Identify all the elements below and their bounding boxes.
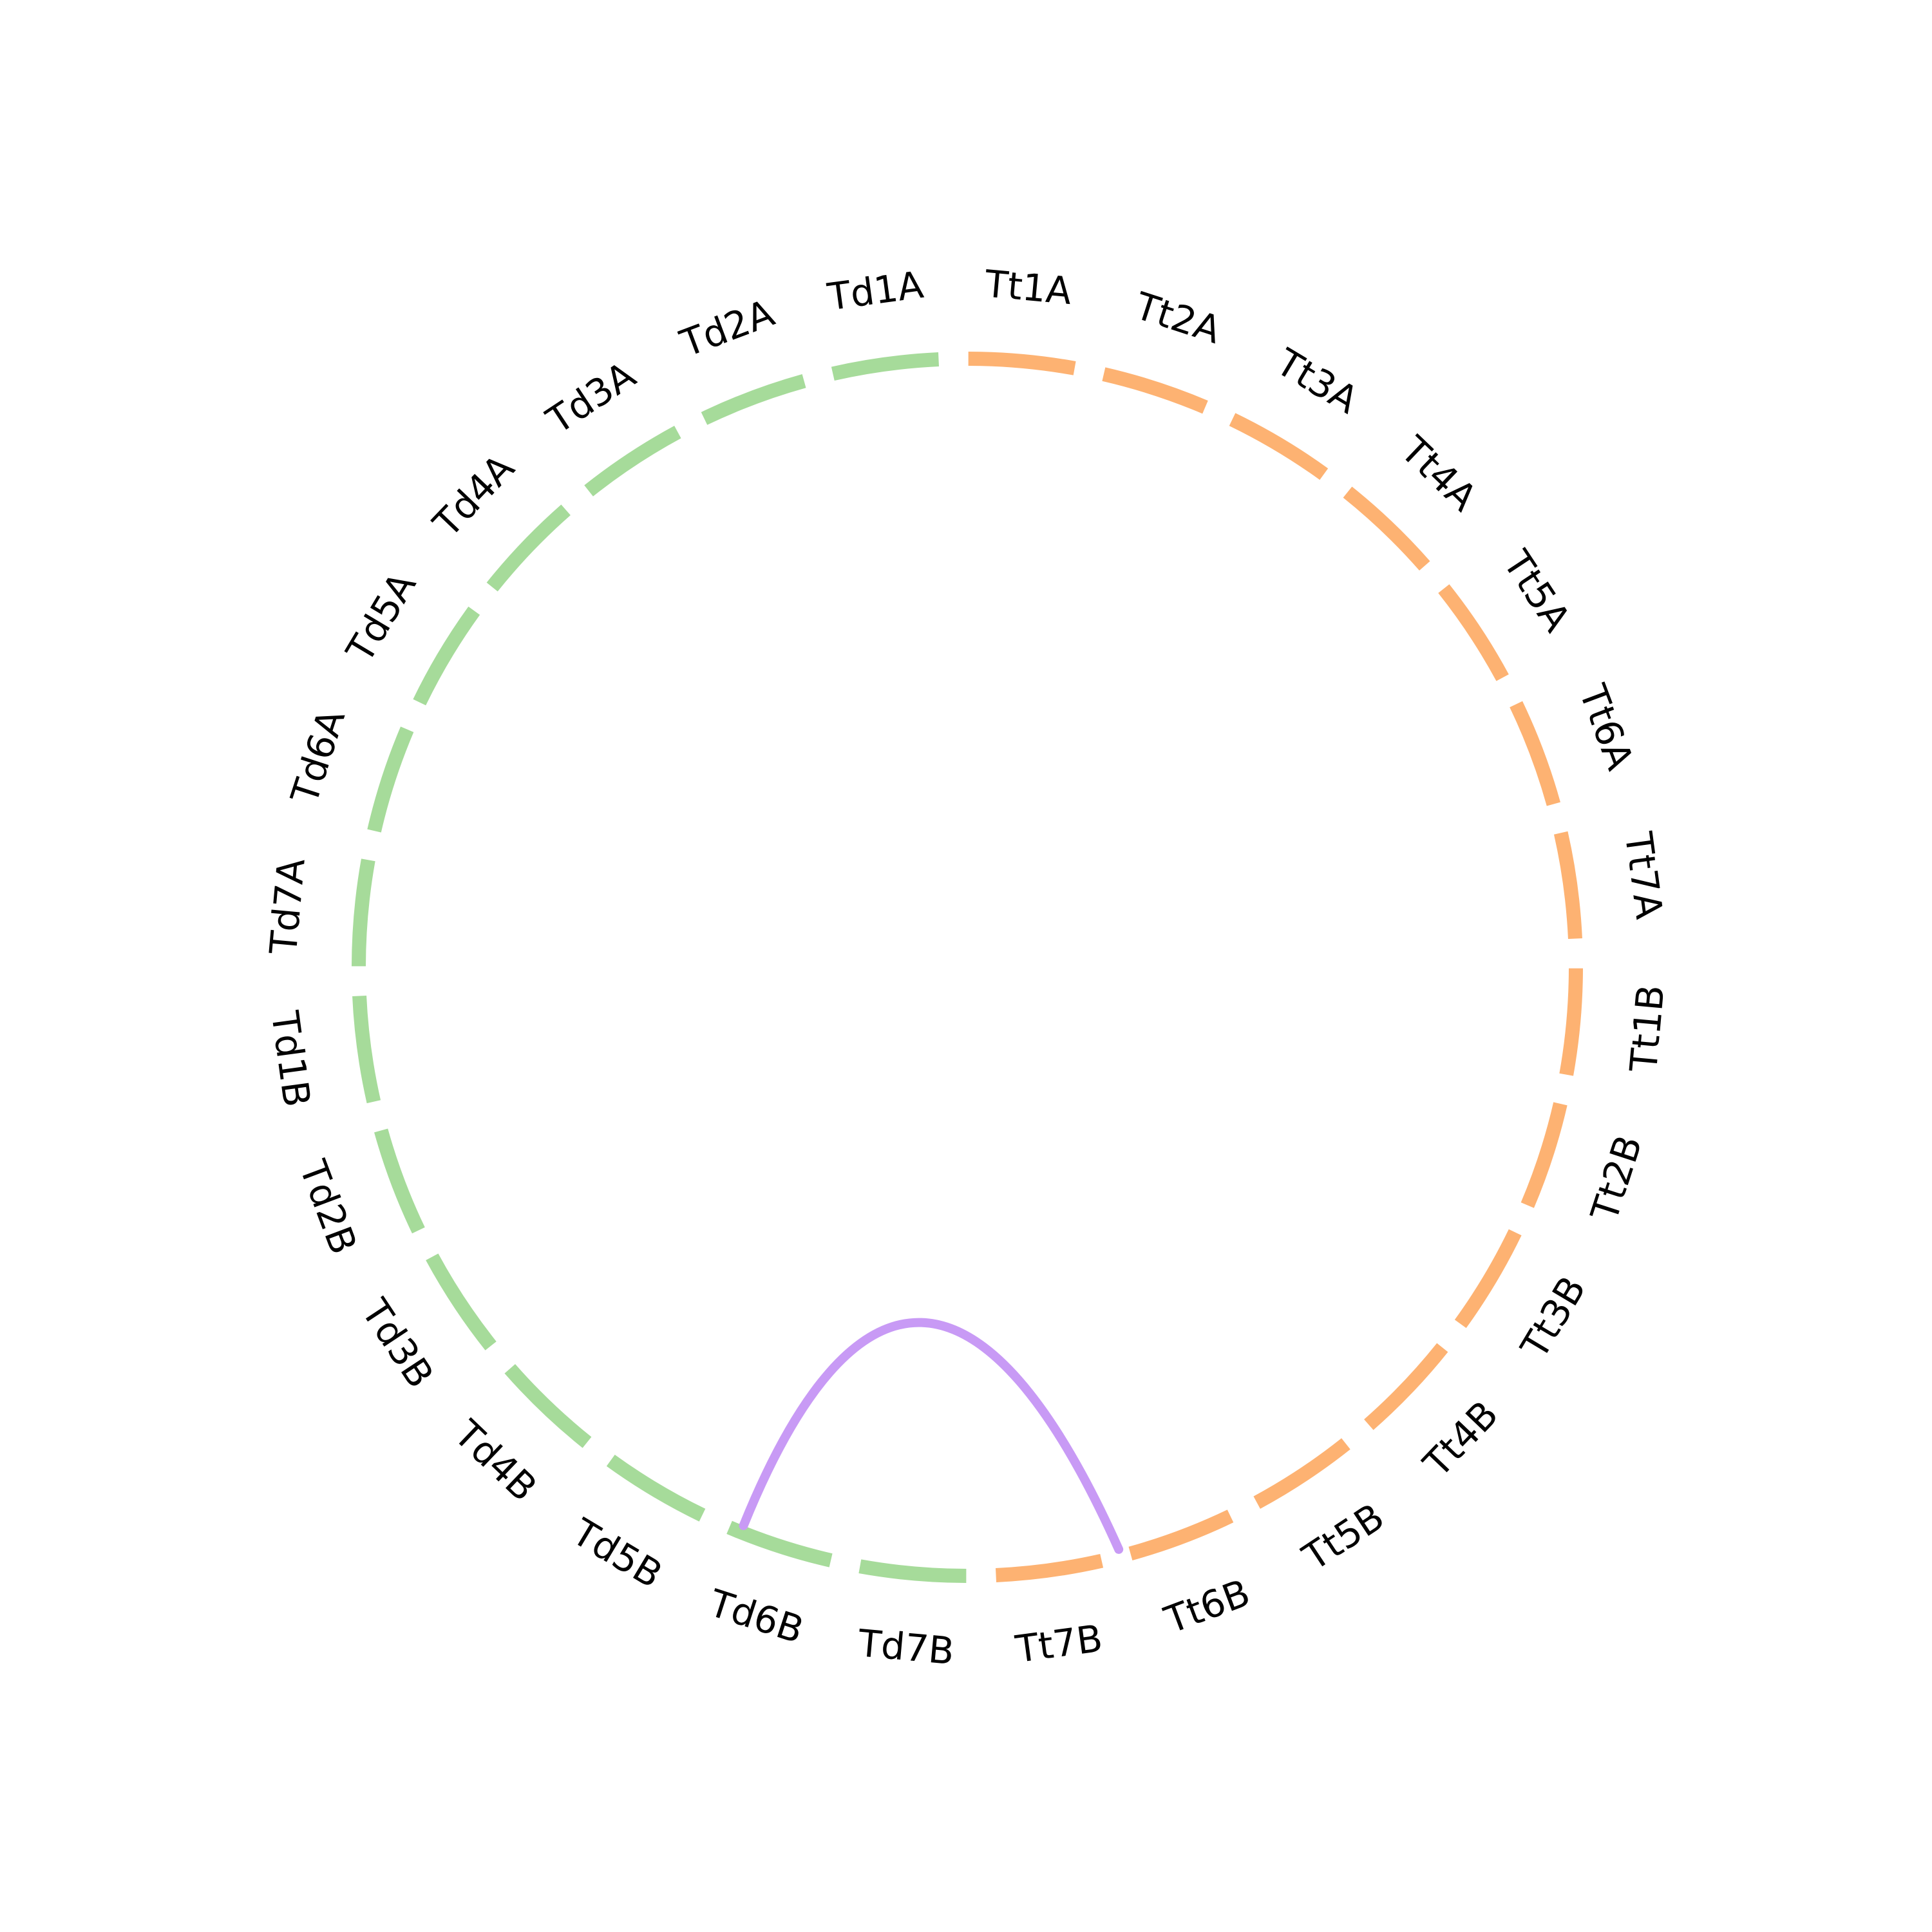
- label-Tt4A: Tt4A: [1392, 428, 1485, 520]
- label-Tt7B: Tt7B: [1012, 1616, 1105, 1672]
- segment-Td5A: [413, 606, 480, 706]
- label-Td1B: Td1B: [263, 1008, 319, 1110]
- segment-Tt5B: [1253, 1438, 1350, 1509]
- segment-Td6B: [726, 1520, 833, 1567]
- segment-Td7B: [858, 1559, 967, 1583]
- label-Tt6A: Tt6A: [1570, 678, 1642, 775]
- segment-Tt3A: [1229, 413, 1329, 480]
- label-Td3A: Td3A: [538, 353, 643, 442]
- segment-Td3B: [426, 1253, 497, 1350]
- segment-Tt2B: [1520, 1102, 1567, 1208]
- label-Tt7A: Tt7A: [1616, 829, 1671, 922]
- label-Td5A: Td5A: [337, 565, 424, 670]
- segment-Td4A: [486, 504, 571, 592]
- label-Td1A: Td1A: [824, 263, 926, 319]
- link-Td5B-Tt6B: [739, 1318, 1124, 1554]
- segment-Tt6B: [1128, 1510, 1234, 1560]
- segment-Tt6A: [1510, 701, 1560, 806]
- label-Tt3A: Tt3A: [1268, 340, 1366, 422]
- label-Tt6B: Tt6B: [1159, 1571, 1256, 1642]
- segment-Td1A: [831, 352, 939, 381]
- segment-Td4B: [504, 1364, 592, 1448]
- label-Td4A: Td4A: [424, 446, 523, 546]
- label-Td3B: Td3B: [353, 1291, 442, 1396]
- segment-Tt1B: [1559, 968, 1583, 1076]
- segment-Tt7A: [1553, 831, 1582, 939]
- segment-Tt7B: [996, 1553, 1104, 1582]
- label-Td5B: Td5B: [564, 1510, 670, 1596]
- chromosome-segments: [352, 352, 1583, 1583]
- segment-Tt2A: [1102, 367, 1208, 414]
- label-Tt4B: Tt4B: [1414, 1392, 1506, 1486]
- segment-Tt5A: [1438, 584, 1509, 681]
- label-Td6B: Td6B: [703, 1581, 809, 1653]
- segment-Td6A: [367, 726, 414, 833]
- segment-Td3A: [584, 426, 681, 497]
- label-Td6A: Td6A: [282, 704, 354, 810]
- label-Tt2B: Tt2B: [1582, 1130, 1651, 1227]
- label-Td2B: Td2B: [290, 1154, 365, 1260]
- synteny-links: [739, 1318, 1124, 1554]
- segment-Td1B: [352, 996, 381, 1104]
- label-Tt5A: Tt5A: [1494, 542, 1579, 639]
- segment-Tt4B: [1364, 1343, 1448, 1430]
- segment-Tt1A: [968, 352, 1076, 375]
- label-Td4B: Td4B: [446, 1412, 545, 1510]
- segment-Tt4A: [1343, 486, 1430, 571]
- segment-Td5B: [606, 1454, 706, 1522]
- segment-Tt3B: [1454, 1229, 1522, 1329]
- label-Tt5B: Tt5B: [1294, 1495, 1392, 1580]
- segment-Td7A: [352, 858, 375, 967]
- label-Tt1B: Tt1B: [1622, 983, 1673, 1074]
- label-Tt3B: Tt3B: [1512, 1269, 1595, 1367]
- segment-Td2B: [374, 1128, 425, 1234]
- segment-Td2A: [701, 374, 806, 425]
- label-Td7A: Td7A: [261, 857, 314, 957]
- label-Td7B: Td7B: [856, 1621, 956, 1673]
- label-Tt2A: Tt2A: [1130, 283, 1226, 352]
- label-Tt1A: Tt1A: [983, 261, 1074, 313]
- label-Td2A: Td2A: [674, 291, 780, 366]
